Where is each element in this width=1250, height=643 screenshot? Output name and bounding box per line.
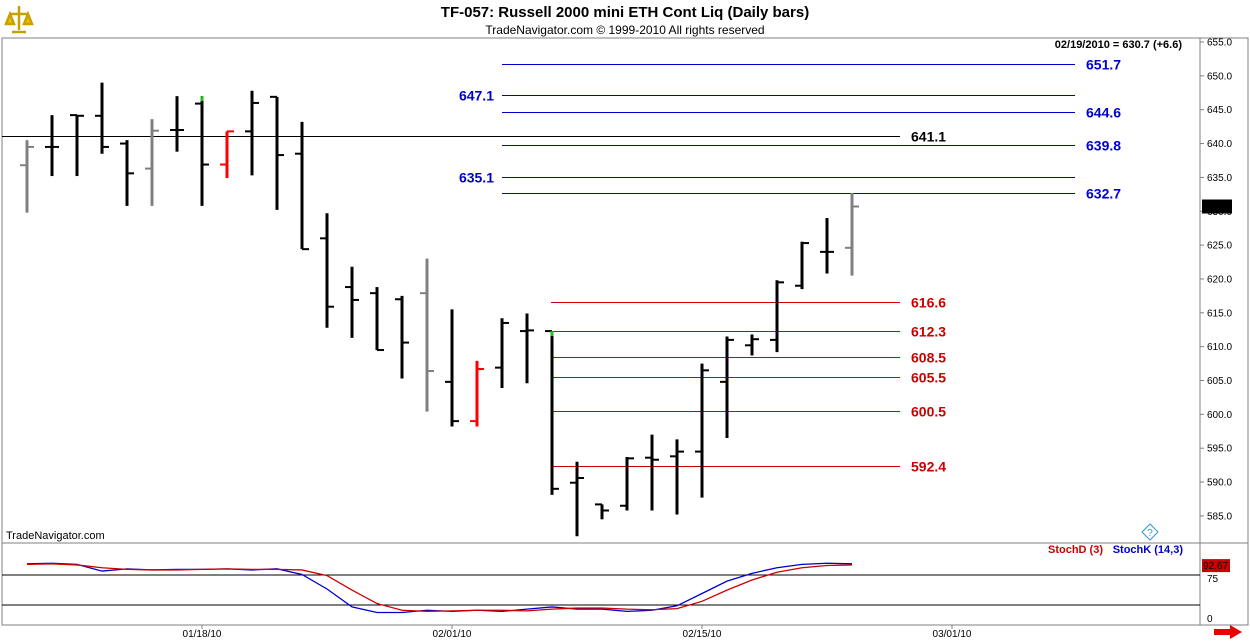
level-label: 635.1 <box>459 170 494 186</box>
trade-navigator-logo-icon <box>2 2 36 36</box>
svg-text:?: ? <box>1147 528 1153 539</box>
y-tick-label: 650.0 <box>1207 71 1232 82</box>
stoch-last-label: 92.67 <box>1203 561 1228 572</box>
ohlc-bar <box>545 330 559 495</box>
level-label: 612.3 <box>911 324 946 340</box>
chart-subtitle: TradeNavigator.com © 1999-2010 All right… <box>485 23 765 37</box>
level-label: 605.5 <box>911 370 946 386</box>
y-tick-label: 645.0 <box>1207 105 1232 116</box>
level-label: 644.6 <box>1086 105 1121 121</box>
level-label: 600.5 <box>911 404 946 420</box>
stoch-last-box <box>1202 559 1230 573</box>
level-label: 647.1 <box>459 88 494 104</box>
ohlc-bar <box>845 192 859 276</box>
ohlc-bar <box>820 218 834 274</box>
x-tick-label: 01/18/10 <box>183 629 222 640</box>
price-axis: 655.0650.0645.0640.0635.0630.0625.0620.0… <box>1200 38 1232 522</box>
ohlc-bar <box>295 121 309 251</box>
ohlc-bar <box>570 461 584 537</box>
y-tick-label: 615.0 <box>1207 308 1232 319</box>
ohlc-bar <box>370 287 384 352</box>
ohlc-bar <box>195 96 209 206</box>
y-tick-label: 585.0 <box>1207 511 1232 522</box>
stoch-tick-label: 75 <box>1207 574 1219 585</box>
last-price-label: 630.7 <box>1204 203 1229 214</box>
ohlc-bar <box>320 213 334 328</box>
stochk-legend: StochK (14,3) <box>1113 544 1184 556</box>
x-tick-label: 02/15/10 <box>683 629 722 640</box>
last-price-info: 02/19/2010 = 630.7 (+6.6) <box>1055 39 1183 51</box>
price-levels: 651.7 647.1 644.6 641.1 639.8 635.1 632.7 616.6… <box>2 57 1121 475</box>
y-tick-label: 640.0 <box>1207 139 1232 150</box>
ohlc-bar <box>120 140 134 206</box>
ohlc-bar <box>620 457 634 511</box>
ohlc-bar <box>745 334 759 356</box>
ohlc-bar <box>470 360 484 427</box>
ohlc-bar <box>145 119 159 206</box>
ohlc-bar <box>420 258 434 412</box>
ohlc-bar <box>170 96 184 152</box>
stoch-tick-label: 0 <box>1207 614 1213 625</box>
ohlc-bar <box>445 309 459 427</box>
ohlc-bar <box>395 295 409 379</box>
ohlc-bar <box>20 140 34 213</box>
level-label: 592.4 <box>911 459 946 475</box>
y-tick-label: 635.0 <box>1207 173 1232 184</box>
ohlc-bar <box>770 280 784 353</box>
y-tick-label: 655.0 <box>1207 38 1232 49</box>
ohlc-bar <box>245 90 259 176</box>
ohlc-bars <box>20 82 859 537</box>
ohlc-bar <box>695 363 709 498</box>
ohlc-bar <box>720 336 734 439</box>
last-price-box <box>1202 199 1232 214</box>
chart-title: TF-057: Russell 2000 mini ETH Cont Liq (… <box>440 4 810 21</box>
y-tick-label: 620.0 <box>1207 274 1232 285</box>
y-tick-label: 590.0 <box>1207 478 1232 489</box>
ohlc-bar <box>345 266 359 338</box>
level-label: 651.7 <box>1086 57 1121 73</box>
level-label: 632.7 <box>1086 186 1121 202</box>
watermark-text: TradeNavigator.com <box>6 530 105 542</box>
level-label: 608.5 <box>911 350 946 366</box>
ohlc-bar <box>645 434 659 511</box>
x-tick-label: 03/01/10 <box>933 629 972 640</box>
y-tick-label: 610.0 <box>1207 342 1232 353</box>
ohlc-bar <box>95 82 109 154</box>
ohlc-bar <box>70 114 84 177</box>
level-label: 641.1 <box>911 129 946 145</box>
ohlc-bar <box>595 503 609 520</box>
scroll-right-arrow-icon[interactable] <box>1212 625 1244 639</box>
ohlc-bar <box>670 439 684 515</box>
stochastic-panel: 75 0 92.67 <box>2 559 1230 625</box>
ohlc-bar <box>795 241 809 290</box>
level-label: 639.8 <box>1086 138 1121 154</box>
stochd-legend: StochD (3) <box>1048 544 1103 556</box>
x-tick-label: 02/01/10 <box>433 629 472 640</box>
stochd-line <box>26 563 853 613</box>
ohlc-bar <box>45 115 59 177</box>
y-tick-label: 595.0 <box>1207 444 1232 455</box>
y-tick-label: 625.0 <box>1207 241 1232 252</box>
ohlc-bar <box>220 130 234 179</box>
y-tick-label: 600.0 <box>1207 410 1232 421</box>
help-icon[interactable]: ? <box>1141 523 1159 541</box>
ohlc-bar <box>495 318 509 388</box>
ohlc-bar <box>520 313 534 384</box>
date-axis: 01/18/10 02/01/10 02/15/10 03/01/10 <box>2 624 1248 640</box>
level-label: 616.6 <box>911 295 946 311</box>
y-tick-label: 605.0 <box>1207 376 1232 387</box>
ohlc-bar <box>270 95 284 210</box>
